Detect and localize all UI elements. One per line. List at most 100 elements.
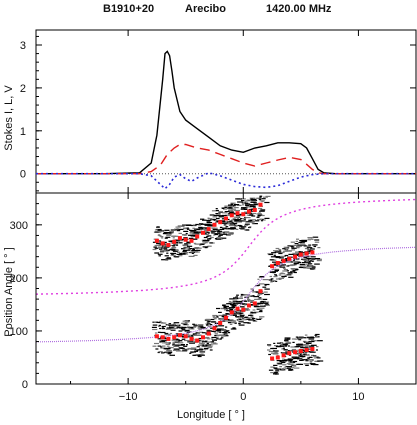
pa-hist-cell <box>249 313 254 315</box>
pa-hist-cell <box>214 220 218 222</box>
pa-hist-cell <box>168 323 172 325</box>
pa-hist-cell <box>256 216 260 218</box>
pa-hist-cell <box>291 338 297 340</box>
pa-hist-cell <box>174 243 178 245</box>
pa-hist-cell <box>187 335 190 337</box>
pa-hist-cell <box>274 256 281 258</box>
pa-hist-cell <box>214 322 220 324</box>
pa-hist-cell <box>212 314 217 317</box>
pa-hist-cell <box>226 313 230 315</box>
pa-hist-cell <box>249 197 256 199</box>
pa-point <box>229 213 234 218</box>
pa-hist-cell <box>264 201 270 204</box>
pa-hist-cell <box>204 319 209 321</box>
pa-hist-cell <box>173 343 179 346</box>
pa-hist-cell <box>259 276 265 278</box>
pa-hist-cell <box>260 209 266 211</box>
profile-ytick-label: 3 <box>20 40 26 52</box>
pa-hist-cell <box>208 237 212 240</box>
pa-hist-cell <box>226 221 231 223</box>
pa-hist-cell <box>187 248 191 250</box>
pa-hist-cell <box>157 234 160 236</box>
pa-hist-cell <box>295 263 299 265</box>
pa-hist-cell <box>268 279 273 281</box>
pa-hist-cell <box>293 360 298 363</box>
pa-hist-cell <box>268 353 271 356</box>
pa-hist-cell <box>232 222 237 224</box>
pa-hist-cell <box>177 240 180 242</box>
pa-hist-cell <box>261 300 266 303</box>
pa-hist-cell <box>281 275 287 277</box>
pa-hist-cell <box>286 270 289 272</box>
pa-hist-cell <box>236 217 239 220</box>
pa-hist-cell <box>308 244 312 246</box>
pa-hist-cell <box>165 232 171 234</box>
pa-hist-cell <box>304 354 310 356</box>
pa-hist-cell <box>310 336 314 338</box>
pa-hist-cell <box>301 258 307 260</box>
pa-hist-cell <box>281 348 285 350</box>
pa-hist-cell <box>177 326 183 328</box>
pa-point <box>241 212 246 217</box>
pa-hist-cell <box>198 224 202 226</box>
pa-ytick-label: 200 <box>10 273 28 285</box>
pa-hist-cell <box>284 254 289 257</box>
pa-hist-cell <box>176 324 179 326</box>
pa-hist-cell <box>253 296 260 298</box>
pa-hist-cell <box>272 353 279 355</box>
pa-hist-cell <box>250 311 253 313</box>
pa-hist-cell <box>190 351 197 353</box>
pa-hist-cell <box>317 360 324 362</box>
pa-hist-cell <box>161 340 167 342</box>
pa-hist-cell <box>283 367 286 369</box>
pa-hist-cell <box>200 326 206 329</box>
pa-hist-cell <box>293 357 300 360</box>
pa-hist-cell <box>317 357 321 359</box>
pa-hist-cell <box>170 232 174 234</box>
profile-ticks: 0 1 2 3 <box>20 30 416 193</box>
pa-hist-cell <box>210 236 214 239</box>
pa-hist-cell <box>215 329 221 331</box>
pa-hist-cell <box>247 297 250 299</box>
pa-hist-cell <box>202 242 206 244</box>
pa-hist-cell <box>251 215 256 217</box>
pa-point <box>281 353 286 358</box>
pa-hist-cell <box>271 252 277 254</box>
pa-y-axis-label: Position Angle [ ° ] <box>3 247 15 336</box>
pa-hist-cell <box>200 353 204 355</box>
pa-hist-cell <box>163 250 169 252</box>
pa-hist-cell <box>171 235 177 237</box>
pa-hist-cell <box>157 253 163 255</box>
pa-hist-cell <box>186 344 188 346</box>
pa-hist-cell <box>216 230 219 232</box>
pa-hist-cell <box>314 239 320 241</box>
pa-hist-cell <box>314 360 320 362</box>
pa-hist-cell <box>228 204 233 206</box>
pa-hist-cell <box>276 368 279 370</box>
pa-hist-cell <box>217 330 221 332</box>
pa-hist-cell <box>154 229 158 231</box>
pa-hist-cell <box>222 227 227 229</box>
pa-hist-cell <box>175 229 180 231</box>
header-telescope: Arecibo <box>185 3 226 15</box>
pa-hist-cell <box>231 313 238 315</box>
pa-hist-cell <box>191 229 197 232</box>
pa-hist-cell <box>185 232 188 235</box>
pa-hist-cell <box>313 357 319 359</box>
pa-hist-cell <box>239 318 242 320</box>
pa-hist-cell <box>206 341 212 343</box>
pa-hist-cell <box>196 349 200 351</box>
pa-hist-cell <box>239 312 242 315</box>
pa-hist-cell <box>240 293 244 296</box>
pa-hist-cell <box>217 229 220 231</box>
pa-hist-cell <box>223 232 226 234</box>
pa-hist-cell <box>171 247 177 249</box>
pa-hist-cell <box>230 203 234 205</box>
pa-hist-cell <box>181 248 186 250</box>
pa-hist-cell <box>218 213 221 215</box>
pa-hist-cell <box>211 330 215 332</box>
pa-hist-cell <box>210 318 215 321</box>
pa-hist-cell <box>222 304 226 307</box>
pa-hist-cell <box>158 324 161 326</box>
pa-hist-cell <box>233 205 236 207</box>
